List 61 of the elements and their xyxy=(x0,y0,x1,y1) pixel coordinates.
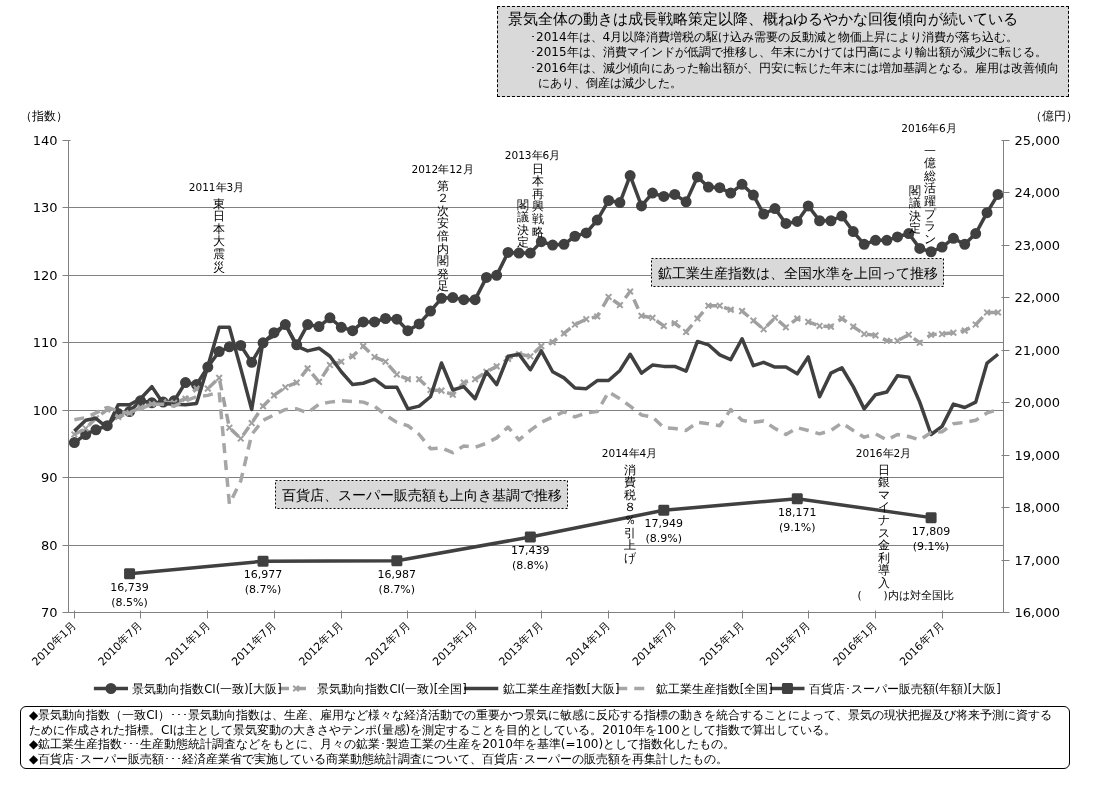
data-label: 18,171 (9.1%) xyxy=(778,505,817,534)
annotation: 東日本大震災 xyxy=(212,196,225,274)
data-label: 16,977 (8.7%) xyxy=(243,568,283,597)
annotation: 2012年12月 xyxy=(411,162,474,175)
y2-tick-label: 20,000 xyxy=(1014,395,1060,411)
text: 第２次安倍内閣発足 xyxy=(436,178,449,294)
y-tick-label: 110 xyxy=(32,335,58,351)
point xyxy=(257,555,269,567)
y-tick-label: 70 xyxy=(40,605,58,620)
annotation: 2013年6月 xyxy=(504,148,561,161)
y2-tick-label: 25,000 xyxy=(1014,133,1060,148)
text: ･2016年は、減少傾向にあった輸出額が、円安に転じた年末には増加基調となる。雇用は改善傾向にあり、倒産は減少した。 xyxy=(529,60,1060,92)
text: 景気全体の動きは成長戦略策定以降、概ねゆるやかな回復傾向が続いている xyxy=(508,10,1019,30)
point xyxy=(391,555,403,567)
data-label: 17,439 (8.8%) xyxy=(511,544,550,572)
point xyxy=(524,531,536,543)
point xyxy=(791,493,803,505)
data-label: 16,987 (8.7%) xyxy=(377,567,417,596)
y-tick-label: 130 xyxy=(32,200,58,216)
y-tick-label: 90 xyxy=(40,470,58,486)
text: ◆景気動向指数（一致CI）･･･景気動向指数は、生産、雇用など様々な経済活動での重要かつ景気に敏感に反応する指標の動きを統合することによって、景気の現状把握及び将来予測に資するために作成された指標。CIは主として景気変動の大きさやテンポ(量感)を測定することを目的としている。2010年を100として指数で算出している。 xyxy=(29,708,1053,737)
y2-tick-label: 21,000 xyxy=(1014,342,1060,358)
legend-label: 景気動向指数CI(一致)[全国] xyxy=(317,681,467,696)
y2-tick-label: 19,000 xyxy=(1014,447,1060,463)
point xyxy=(925,512,937,524)
y2-tick-label: 16,000 xyxy=(1014,605,1060,620)
legend-label: 鉱工業生産指数[大阪] xyxy=(502,681,620,696)
legend-label: 鉱工業生産指数[全国] xyxy=(655,681,773,696)
annotation: 日本再興戦略 xyxy=(531,161,544,239)
y2-tick-label: 24,000 xyxy=(1014,185,1060,201)
data-label: 17,949 (8.9%) xyxy=(644,517,684,546)
annotation: 2011年3月 xyxy=(188,180,245,193)
text: ◆鉱工業生産指数･･･生産動態統計調査などをもとに、月々の鉱業･製造工業の生産を2010年を基準(=100)として指数化したもの。 xyxy=(29,737,736,752)
annotation: 百貨店、スーパー販売額も上向き基調で推移 xyxy=(281,486,562,503)
data-label: 16,739 (8.5%) xyxy=(110,580,149,609)
annotation: 閣議決定 xyxy=(908,183,921,236)
annotation: 2014年4月 xyxy=(601,446,658,459)
y-axis-title: （指数） xyxy=(20,108,68,125)
legend-label: 景気動向指数CI(一致)[大阪] xyxy=(132,681,282,696)
annotation: 閣議決定 xyxy=(516,197,529,250)
text: 2016年6月 xyxy=(900,121,958,136)
y-tick-label: 80 xyxy=(40,537,58,553)
data-label: 17,809 (9.1%) xyxy=(911,524,951,553)
y2-axis-title: （億円） xyxy=(1030,108,1078,125)
y-tick-label: 100 xyxy=(32,402,58,418)
annotation: ( )内は対全国比 xyxy=(857,588,954,601)
text: ･2014年は、4月以降消費増税の駆け込み需要の反動減と物価上昇により消費が落ち込む。 xyxy=(529,29,1020,46)
y2-tick-label: 23,000 xyxy=(1014,237,1060,253)
annotation: 一億総活躍プラン xyxy=(922,143,937,246)
point xyxy=(124,568,136,580)
y-tick-label: 140 xyxy=(32,133,58,148)
y-tick-label: 120 xyxy=(32,267,58,283)
text: ･2015年は、消費マインドが低調で推移し、年末にかけては円高により輸出額が減少に転じる。 xyxy=(529,45,1048,61)
legend-label: 百貨店･スーパー販売額(年額)[大阪] xyxy=(808,681,1001,696)
annotation: 鉱工業生産指数は、全国水準を上回って推移 xyxy=(657,264,938,281)
text: ◆百貨店･スーパー販売額･･･経済産業省で実施している商業動態統計調査について、百貨店･スーパーの販売額を再集計したもの。 xyxy=(29,751,729,766)
point xyxy=(658,504,670,516)
y2-tick-label: 17,000 xyxy=(1014,552,1060,568)
y2-tick-label: 22,000 xyxy=(1014,290,1060,306)
y2-tick-label: 18,000 xyxy=(1014,500,1060,516)
annotation: 2016年2月 xyxy=(855,446,912,459)
